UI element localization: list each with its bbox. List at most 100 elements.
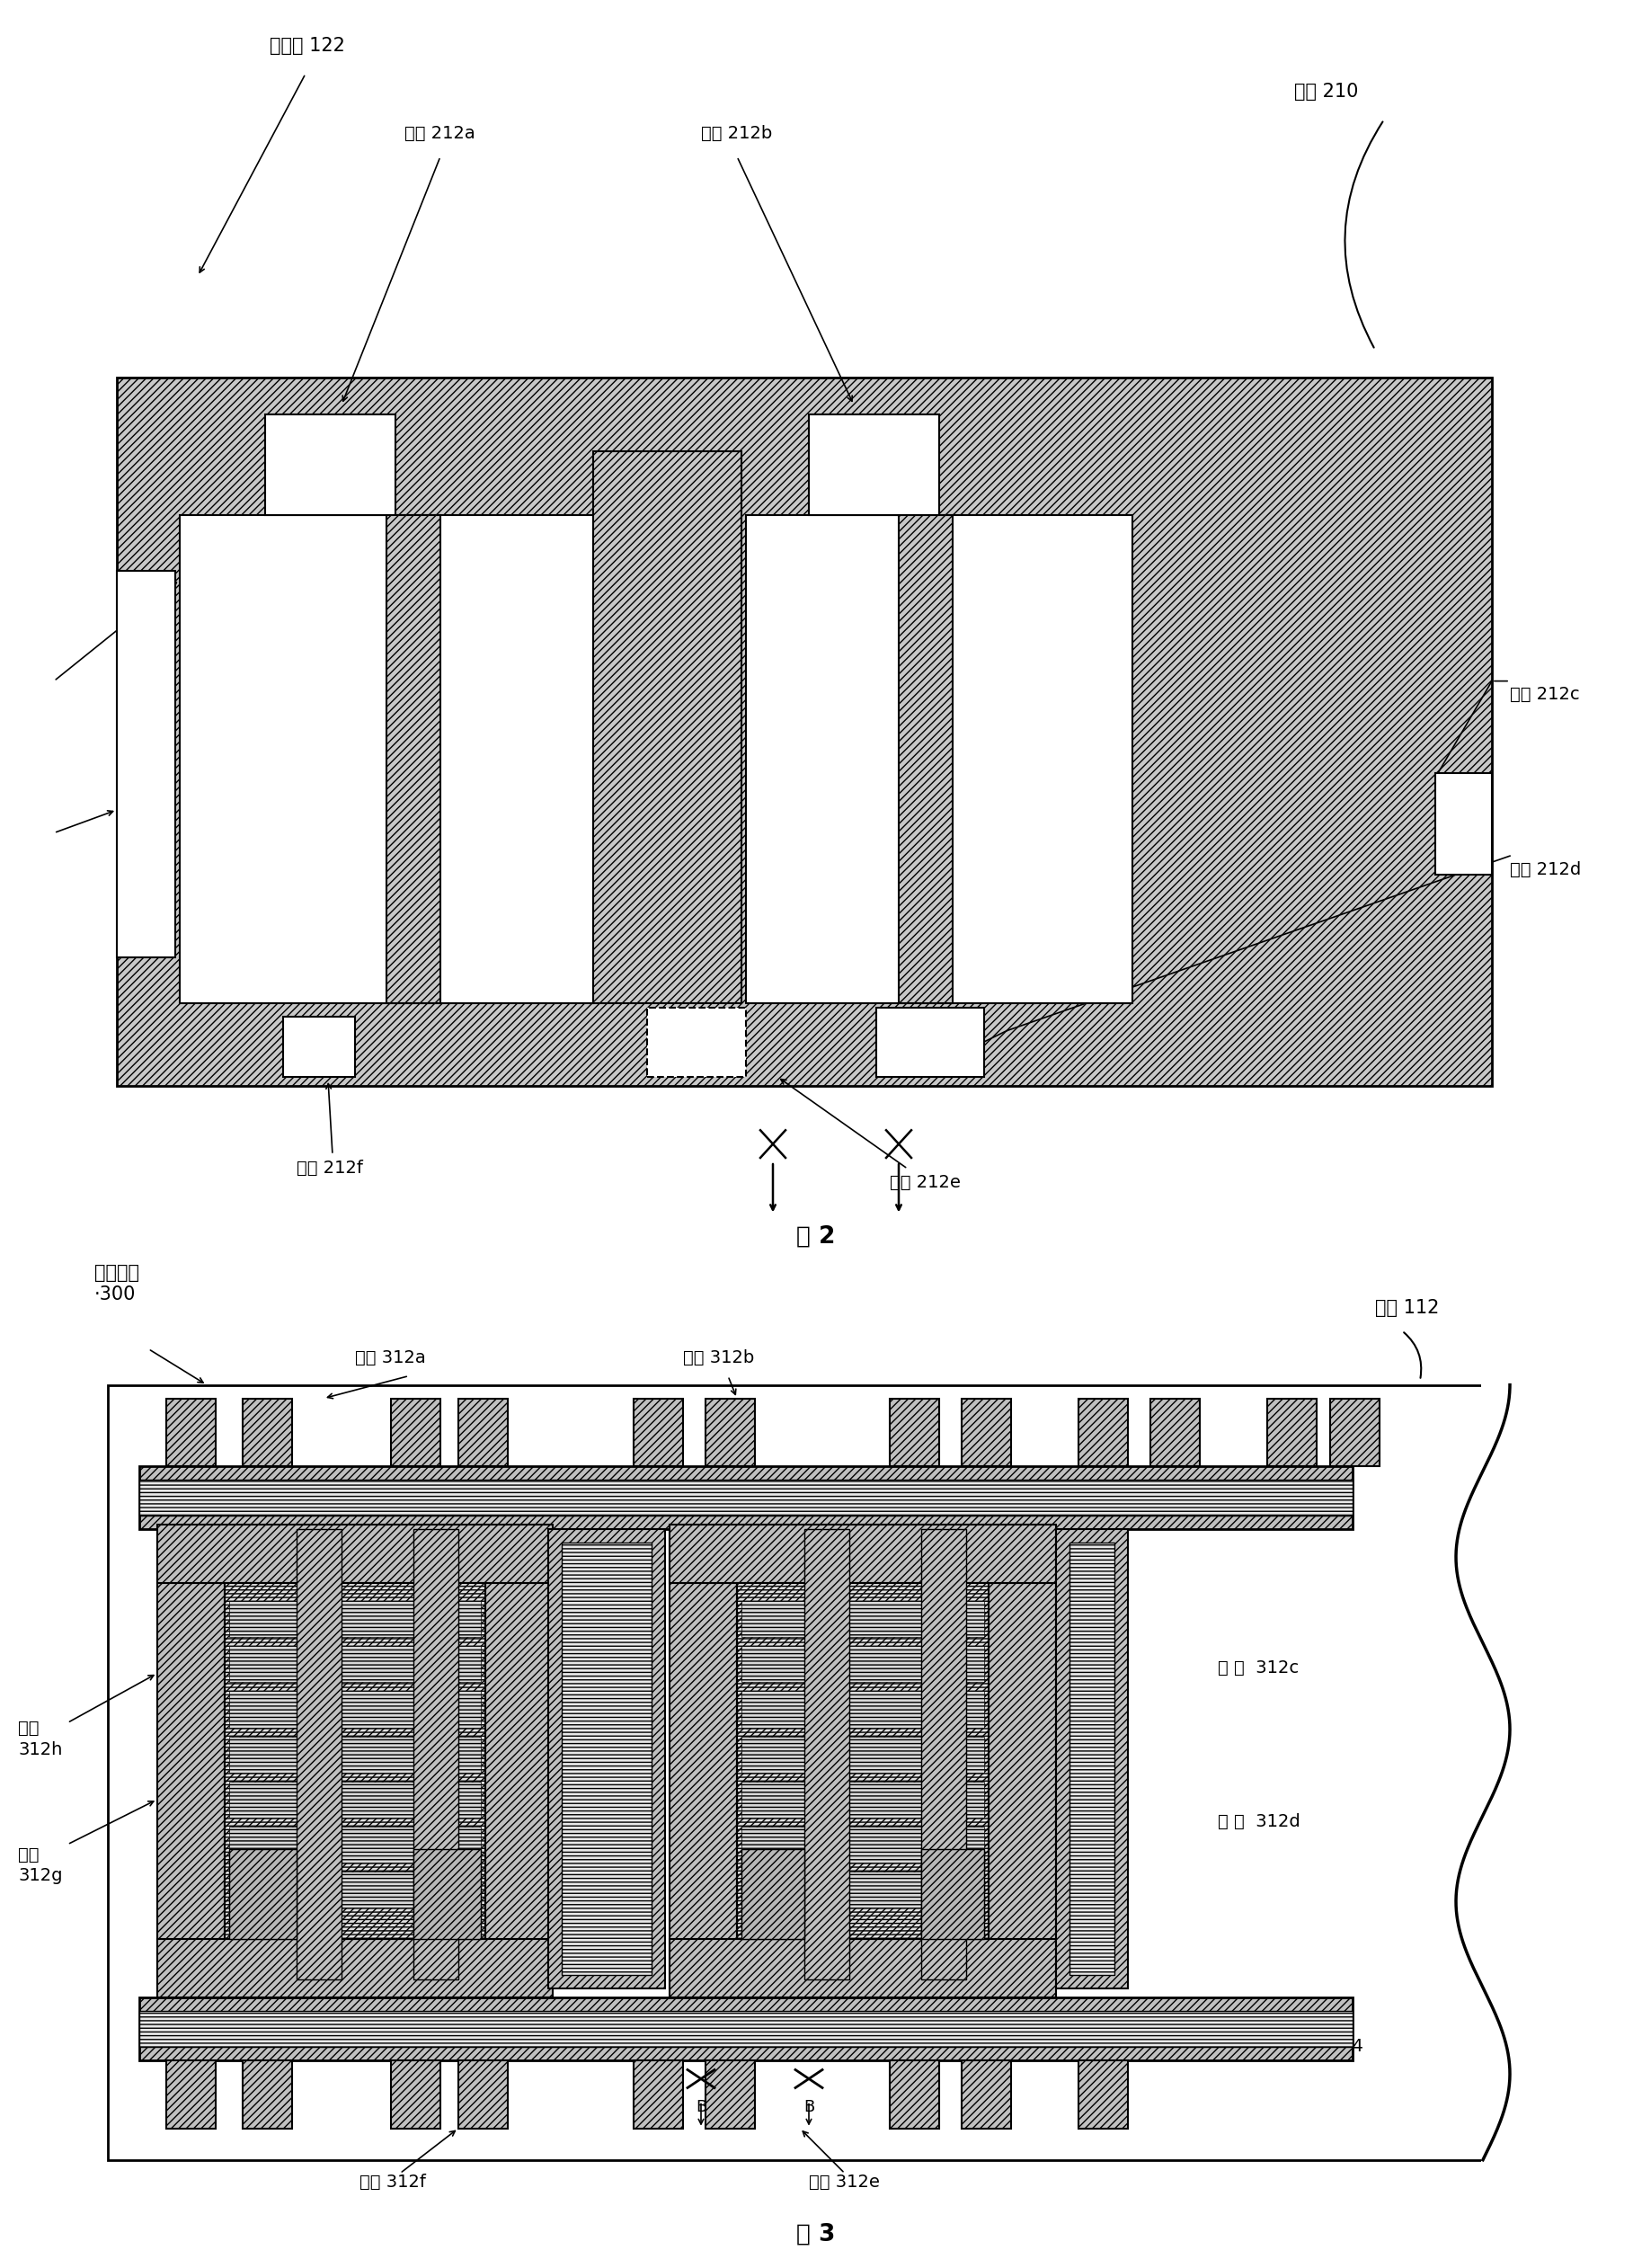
- Bar: [283, 1016, 354, 1077]
- Bar: [229, 1601, 480, 1637]
- Bar: [229, 1647, 480, 1683]
- Bar: [229, 1737, 480, 1771]
- Bar: [225, 1583, 485, 1939]
- Bar: [741, 1692, 985, 1728]
- Text: 薄板 210: 薄板 210: [1295, 84, 1359, 102]
- Text: 导体 312f: 导体 312f: [359, 2173, 426, 2191]
- Bar: [180, 515, 593, 1002]
- Bar: [741, 1780, 985, 1817]
- Bar: [229, 1871, 480, 1907]
- Text: 图 2: 图 2: [797, 1225, 836, 1247]
- Bar: [741, 1692, 985, 1728]
- Bar: [1078, 1399, 1128, 1465]
- Bar: [1331, 1399, 1380, 1465]
- Text: 开口 212a: 开口 212a: [405, 125, 475, 141]
- Bar: [741, 1647, 985, 1683]
- Bar: [118, 376, 1493, 1086]
- Bar: [229, 1647, 480, 1683]
- Bar: [962, 1399, 1011, 1465]
- Text: 导 体  312d: 导 体 312d: [1218, 1812, 1300, 1830]
- Bar: [805, 1529, 849, 1980]
- Text: 开口 212f: 开口 212f: [297, 1159, 363, 1177]
- Bar: [670, 1529, 736, 1989]
- Bar: [229, 1692, 480, 1728]
- Bar: [741, 1647, 985, 1683]
- Text: 开口 212e: 开口 212e: [890, 1175, 960, 1191]
- Text: 薄单板 122: 薄单板 122: [269, 36, 345, 54]
- Bar: [549, 1529, 665, 1989]
- Bar: [705, 1399, 754, 1465]
- Bar: [413, 1848, 480, 1939]
- Text: 开口 212c: 开口 212c: [1511, 685, 1579, 703]
- Bar: [139, 2012, 1352, 2048]
- Bar: [562, 1542, 652, 1975]
- Bar: [167, 2062, 216, 2127]
- Bar: [898, 515, 952, 1002]
- Bar: [229, 1871, 480, 1907]
- Bar: [459, 2062, 508, 2127]
- Bar: [390, 2062, 441, 2127]
- Bar: [741, 1601, 985, 1637]
- Bar: [741, 1737, 985, 1771]
- Text: 开口 212d: 开口 212d: [1511, 862, 1581, 878]
- Bar: [741, 1826, 985, 1862]
- Bar: [139, 1479, 1352, 1515]
- Bar: [921, 1848, 985, 1939]
- Bar: [736, 1583, 988, 1939]
- Bar: [387, 515, 441, 1002]
- Bar: [670, 1524, 1057, 1583]
- Bar: [1078, 2062, 1128, 2127]
- Text: B: B: [803, 2098, 815, 2114]
- Bar: [890, 1399, 939, 1465]
- Bar: [741, 1601, 985, 1637]
- Bar: [157, 1939, 552, 1998]
- Bar: [413, 1529, 459, 1980]
- Bar: [139, 1998, 1352, 2062]
- Bar: [118, 572, 175, 957]
- Text: 导体
312h: 导体 312h: [18, 1719, 62, 1758]
- Bar: [741, 1737, 985, 1771]
- Bar: [108, 1386, 1483, 2159]
- Bar: [808, 415, 939, 515]
- Text: 导体 312a: 导体 312a: [354, 1349, 426, 1365]
- Bar: [229, 1826, 480, 1862]
- Bar: [670, 1939, 1057, 1998]
- Text: 多层电路
·300: 多层电路 ·300: [95, 1263, 139, 1304]
- Bar: [741, 1826, 985, 1862]
- Bar: [243, 2062, 292, 2127]
- Bar: [741, 1871, 985, 1907]
- Bar: [593, 451, 741, 1002]
- Bar: [229, 1692, 480, 1728]
- Bar: [1481, 1381, 1571, 2164]
- Text: 导体 312e: 导体 312e: [808, 2173, 880, 2191]
- Bar: [1150, 1399, 1200, 1465]
- Bar: [921, 1529, 967, 1980]
- Bar: [1057, 1529, 1128, 1989]
- Bar: [741, 1780, 985, 1817]
- Bar: [890, 2062, 939, 2127]
- Bar: [459, 1399, 508, 1465]
- Bar: [1435, 773, 1493, 875]
- Bar: [962, 2062, 1011, 2127]
- Bar: [157, 1524, 552, 1583]
- Bar: [1070, 1542, 1114, 1975]
- Bar: [741, 1871, 985, 1907]
- Bar: [229, 1601, 480, 1637]
- Text: 图 3: 图 3: [797, 2223, 836, 2245]
- Bar: [243, 1399, 292, 1465]
- Text: 导体 312b: 导体 312b: [683, 1349, 754, 1365]
- Bar: [485, 1529, 552, 1989]
- Bar: [634, 1399, 683, 1465]
- Bar: [167, 1399, 216, 1465]
- Bar: [229, 1780, 480, 1817]
- Bar: [877, 1007, 985, 1077]
- Bar: [647, 1007, 746, 1077]
- Bar: [139, 1465, 1352, 1529]
- Bar: [736, 1583, 988, 1939]
- Bar: [634, 2062, 683, 2127]
- Bar: [297, 1529, 341, 1980]
- Text: 开口 212b: 开口 212b: [701, 125, 772, 141]
- Bar: [229, 1780, 480, 1817]
- Text: B: B: [696, 2098, 707, 2114]
- Bar: [157, 1529, 225, 1989]
